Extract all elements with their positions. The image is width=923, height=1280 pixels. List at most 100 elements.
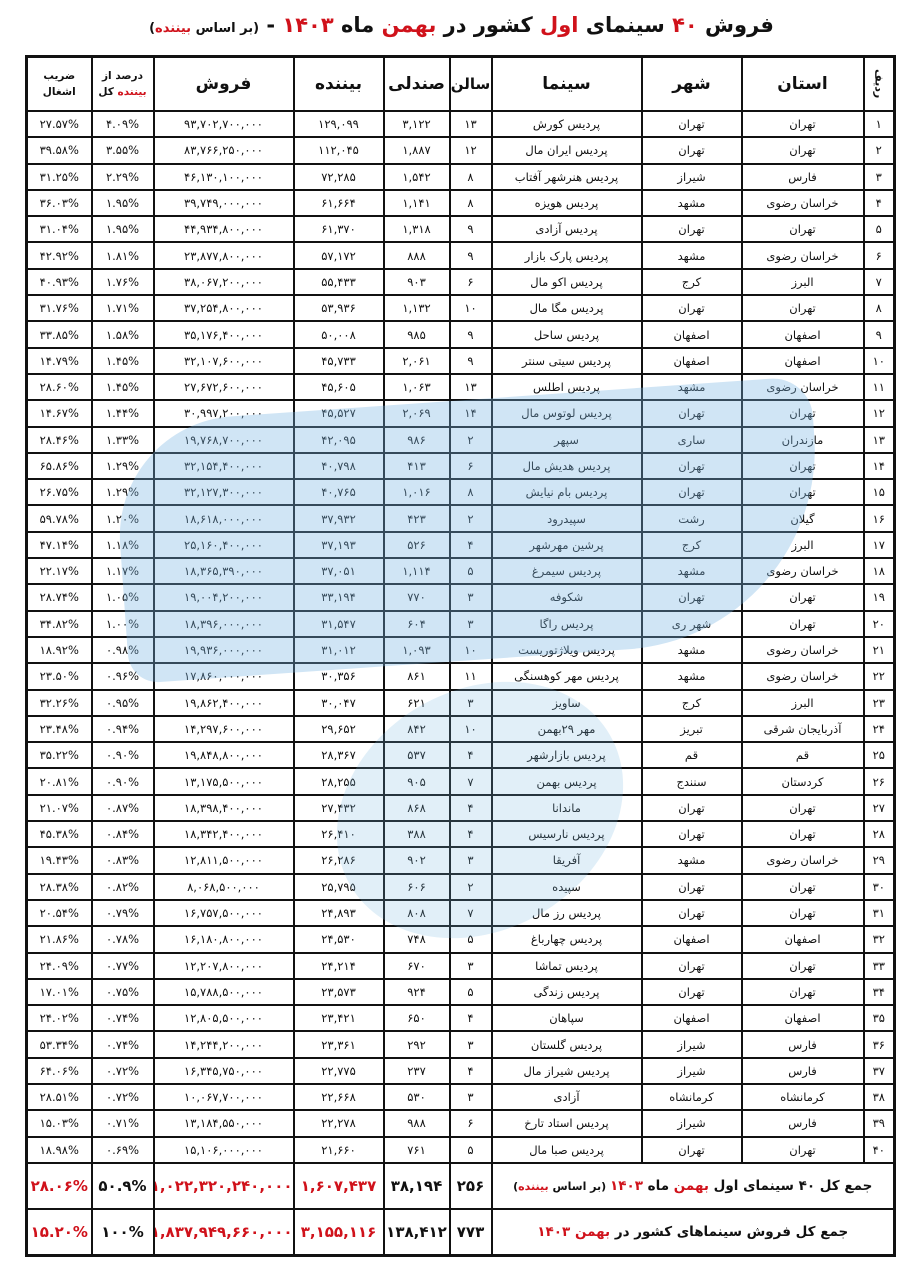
cell-rank: ۹ [862,320,896,349]
cell-rank: ۳۶ [862,1030,896,1059]
cell-halls: ۳ [448,1082,493,1112]
cell-province: کردستان [740,767,865,796]
cell-viewers: ۵۷,۱۷۲ [292,241,385,270]
cell-cinema: پردیس زندگی [490,977,643,1007]
cell-rank: ۱۱ [862,372,896,402]
cell-cinema: پردیس بازارشهر [490,741,643,770]
cell-province: تهران [740,136,865,165]
cell-province: فارس [740,1109,865,1138]
cell-percent: ۱.۷۱% [90,294,155,323]
cell-halls: ۳ [448,609,493,638]
cell-viewers: ۲۲,۷۷۵ [292,1056,385,1085]
cell-seats: ۹۰۲ [382,846,451,875]
cell-occupancy: ۳۱.۰۴% [25,215,93,244]
table-row: ۹ اصفهان اصفهان پردیس ساحل ۹ ۹۸۵ ۵۰,۰۰۸ ۳۵,۱۷۶,… [25,320,896,349]
cell-occupancy: ۳۳.۸۵% [25,320,93,349]
cell-rank: ۳۲ [862,925,896,954]
cell-rank: ۱۲ [862,399,896,428]
cell-viewers: ۳۳,۱۹۴ [292,583,385,612]
cell-occupancy: ۱۹.۴۳% [25,846,93,875]
cell-seats: ۹۰۳ [382,267,451,297]
cell-occupancy: ۲۰.۸۱% [25,767,93,796]
cell-percent: ۱.۳۳% [90,425,155,454]
cell-rank: ۲۷ [862,793,896,823]
cell-seats: ۱,۳۱۸ [382,215,451,244]
cell-province: تهران [740,609,865,638]
cell-province: خراسان رضوی [740,241,865,270]
cell-rank: ۳ [862,162,896,191]
table-row: ۲۲ خراسان رضوی مشهد پردیس مهر کوهسنگی ۱۱ ۸۶۱ ۳… [25,662,896,691]
cell-halls: ۵ [448,925,493,954]
cell-occupancy: ۶۴.۰۶% [25,1056,93,1085]
total-sales: ۱,۸۳۷,۹۴۹,۶۶۰,۰۰۰ [152,1207,295,1257]
cell-province: اصفهان [740,320,865,349]
cell-sales: ۲۳,۸۷۷,۸۰۰,۰۰۰ [152,241,295,270]
cell-city: تهران [640,820,743,849]
title-segment: - [259,13,283,37]
total-percent: ۵۰.۹% [90,1161,155,1210]
cell-cinema: آفریقا [490,846,643,875]
cell-rank: ۲۰ [862,609,896,638]
cell-viewers: ۴۲,۰۹۵ [292,425,385,454]
cell-seats: ۹۲۴ [382,977,451,1007]
title-main: فروش ۴۰ سینمای اول کشور در بهمن ماه ۱۴۰۳… [259,13,774,37]
cell-cinema: پردیس ساحل [490,320,643,349]
cell-viewers: ۱۱۲,۰۴۵ [292,136,385,165]
cell-city: شیراز [640,1109,743,1138]
table-row: ۵ تهران تهران پردیس آزادی ۹ ۱,۳۱۸ ۶۱,۳۷۰ ۴۴,۹۳۴… [25,215,896,244]
cell-cinema: سپیدرود [490,504,643,533]
table-row: ۴۰ تهران تهران پردیس صبا مال ۵ ۷۶۱ ۲۱,۶۶۰ ۱۵,۱۰… [25,1135,896,1164]
cell-viewers: ۲۲,۲۷۸ [292,1109,385,1138]
cell-cinema: پردیس مگا مال [490,294,643,323]
cell-percent: ۳.۵۵% [90,136,155,165]
total-seats: ۳۸,۱۹۴ [382,1161,451,1210]
table-row: ۱۴ تهران تهران پردیس هدیش مال ۶ ۴۱۳ ۴۰,۷۹۸ ۳۲,۱… [25,451,896,481]
cell-rank: ۳۰ [862,872,896,901]
total-row-top40: جمع کل ۴۰ سینمای اول بهمن ماه ۱۴۰۳ (بر ا… [25,1161,896,1210]
total-occupancy: ۲۸.۰۶% [25,1161,93,1210]
cell-percent: ۱.۲۹% [90,478,155,507]
cell-sales: ۳۷,۲۵۴,۸۰۰,۰۰۰ [152,294,295,323]
cell-percent: ۲.۲۹% [90,162,155,191]
cell-occupancy: ۳۲.۲۶% [25,688,93,717]
cell-city: سنندج [640,767,743,796]
cell-halls: ۳ [448,688,493,717]
cell-city: تهران [640,898,743,928]
cell-seats: ۸۶۸ [382,793,451,823]
cell-seats: ۵۳۰ [382,1082,451,1112]
cell-cinema: پردیس لوتوس مال [490,399,643,428]
cell-sales: ۱۵,۷۸۸,۵۰۰,۰۰۰ [152,977,295,1007]
total-seats: ۱۳۸,۴۱۲ [382,1207,451,1257]
cell-viewers: ۴۵,۵۲۷ [292,399,385,428]
cell-sales: ۴۶,۱۳۰,۱۰۰,۰۰۰ [152,162,295,191]
cell-halls: ۴ [448,741,493,770]
table-row: ۱۷ البرز کرج پرشین مهرشهر ۴ ۵۲۶ ۳۷,۱۹۳ ۲۵,۱۶۰,۴… [25,530,896,560]
total-halls: ۷۷۳ [448,1207,493,1257]
cell-cinema: سپاهان [490,1004,643,1033]
cell-seats: ۵۳۷ [382,741,451,770]
cell-province: البرز [740,688,865,717]
cell-percent: ۱.۴۵% [90,346,155,375]
cell-cinema: پردیس هدیش مال [490,451,643,481]
col-province: استان [740,55,865,112]
cell-seats: ۸۰۸ [382,898,451,928]
cell-city: شیراز [640,162,743,191]
cinema-sales-table: ردیف استان شهر سینما سالن صندلی بیننده ف… [25,55,896,1257]
cell-city: مشهد [640,662,743,691]
cell-cinema: مهر ۲۹بهمن [490,714,643,744]
cell-city: مشهد [640,635,743,665]
cell-sales: ۱۴,۲۴۴,۲۰۰,۰۰۰ [152,1030,295,1059]
subtitle-prefix: (بر اساس [191,21,260,36]
cell-cinema: پرشین مهرشهر [490,530,643,560]
cell-percent: ۰.۹۶% [90,662,155,691]
cell-province: آذربایجان شرقی [740,714,865,744]
cell-percent: ۱.۹۵% [90,188,155,218]
cell-city: تهران [640,478,743,507]
cell-rank: ۱۵ [862,478,896,507]
cell-city: اصفهان [640,320,743,349]
cell-seats: ۳,۱۲۲ [382,109,451,139]
cell-city: کرج [640,267,743,297]
cell-province: تهران [740,872,865,901]
col-percent: درصد از بیننده کل [90,55,155,112]
cell-halls: ۸ [448,188,493,218]
